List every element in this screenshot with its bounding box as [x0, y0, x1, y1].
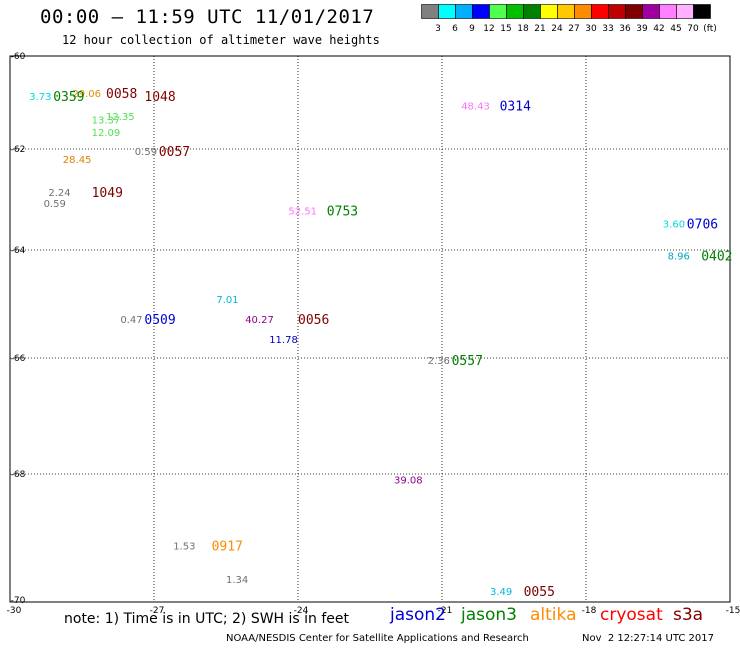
latitude-label: -68 — [11, 470, 26, 480]
colorbar-swatch — [693, 4, 711, 19]
latitude-label: -66 — [11, 354, 26, 364]
colorbar-label: 39 — [636, 24, 648, 34]
colorbar-label: 6 — [452, 24, 458, 34]
pass-time-label: 0917 — [212, 540, 243, 555]
wave-height-value: 52.51 — [288, 207, 317, 218]
pass-time-label: 1049 — [92, 186, 123, 201]
wave-height-value: 0.59 — [135, 147, 157, 158]
colorbar-label: 24 — [551, 24, 563, 34]
pass-time-label: 0509 — [144, 313, 175, 328]
wave-height-value: 28.45 — [63, 155, 92, 166]
pass-time-label: 0706 — [687, 217, 718, 232]
colorbar-label: 18 — [517, 24, 529, 34]
colorbar-label: 27 — [568, 24, 579, 34]
pass-time-label: 0359 — [53, 90, 84, 105]
colorbar-label: 12 — [483, 24, 494, 34]
wave-height-value: 12.09 — [92, 128, 121, 139]
colorbar-label: (ft) — [703, 24, 717, 34]
colorbar-label: 15 — [500, 24, 511, 34]
wave-height-value: 3.49 — [490, 587, 512, 598]
colorbar-label: 9 — [469, 24, 475, 34]
wave-height-value: 29.06 — [72, 89, 101, 100]
latitude-label: -60 — [11, 52, 26, 62]
colorbar-label: 21 — [534, 24, 545, 34]
pass-time-label: 0057 — [159, 145, 190, 160]
map-subtitle: 12 hour collection of altimeter wave hei… — [62, 33, 380, 47]
pass-time-label: 0055 — [524, 585, 555, 600]
legend-s3a: s3a — [673, 605, 704, 625]
wave-height-value: 39.08 — [394, 475, 423, 486]
longitude-label: -24 — [294, 606, 309, 616]
longitude-label: -18 — [582, 606, 597, 616]
pass-time-label: 0056 — [298, 313, 329, 328]
pass-time-label: 0557 — [452, 354, 483, 369]
latitude-label: -62 — [11, 145, 26, 155]
pass-time-label: 0058 — [106, 87, 137, 102]
legend-jason2: jason2 — [390, 605, 446, 625]
longitude-label: -30 — [7, 606, 22, 616]
pass-time-label: 0402 — [701, 250, 732, 265]
pass-time-label: 1048 — [144, 90, 175, 105]
longitude-label: -15 — [726, 606, 740, 616]
map-title: 00:00 – 11:59 UTC 11/01/2017 — [40, 6, 375, 28]
colorbar-label: 42 — [653, 24, 664, 34]
colorbar-label: 3 — [435, 24, 441, 34]
wave-height-value: 3.73 — [29, 92, 51, 103]
latitude-label: -70 — [11, 596, 26, 606]
wave-height-value: 12.35 — [106, 112, 135, 123]
pass-time-label: 0753 — [327, 205, 358, 220]
colorbar-label: 30 — [585, 24, 597, 34]
map-frame — [9, 55, 731, 603]
wave-height-value: 1.34 — [226, 575, 248, 586]
pass-time-label: 0314 — [500, 99, 531, 114]
wave-height-value: 2.36 — [428, 356, 450, 367]
footer-note: note: 1) Time is in UTC; 2) SWH is in fe… — [64, 611, 350, 627]
wave-height-value: 2.24 — [48, 188, 70, 199]
wave-height-value: 40.27 — [245, 315, 274, 326]
legend-jason3: jason3 — [461, 605, 517, 625]
colorbar-label: 33 — [602, 24, 613, 34]
legend-altika: altika — [530, 605, 577, 625]
latitude-label: -64 — [11, 246, 26, 256]
colorbar-label: 45 — [670, 24, 681, 34]
wave-height-value: 0.59 — [44, 199, 66, 210]
wave-height-colorbar: 3 6 9 12 15 18 21 24 27 30 33 36 39 42 45 70 (ft) — [421, 4, 717, 34]
wave-height-value: 3.60 — [663, 219, 685, 230]
colorbar-label: 36 — [619, 24, 631, 34]
generated-date: Nov 2 12:27:14 UTC 2017 — [582, 633, 714, 644]
wave-height-value: 0.47 — [120, 315, 142, 326]
legend-cryosat: cryosat — [600, 605, 663, 625]
longitude-label: -21 — [438, 606, 453, 616]
longitude-label: -27 — [150, 606, 165, 616]
credit-line: NOAA/NESDIS Center for Satellite Applica… — [226, 633, 529, 644]
wave-height-value: 1.53 — [173, 542, 195, 553]
wave-height-value: 48.43 — [461, 101, 490, 112]
colorbar-label: 70 — [687, 24, 699, 34]
wave-height-value: 8.96 — [668, 252, 690, 263]
wave-height-value: 7.01 — [216, 295, 238, 306]
wave-height-value: 13.37 — [92, 115, 121, 126]
wave-height-value: 11.78 — [269, 335, 298, 346]
